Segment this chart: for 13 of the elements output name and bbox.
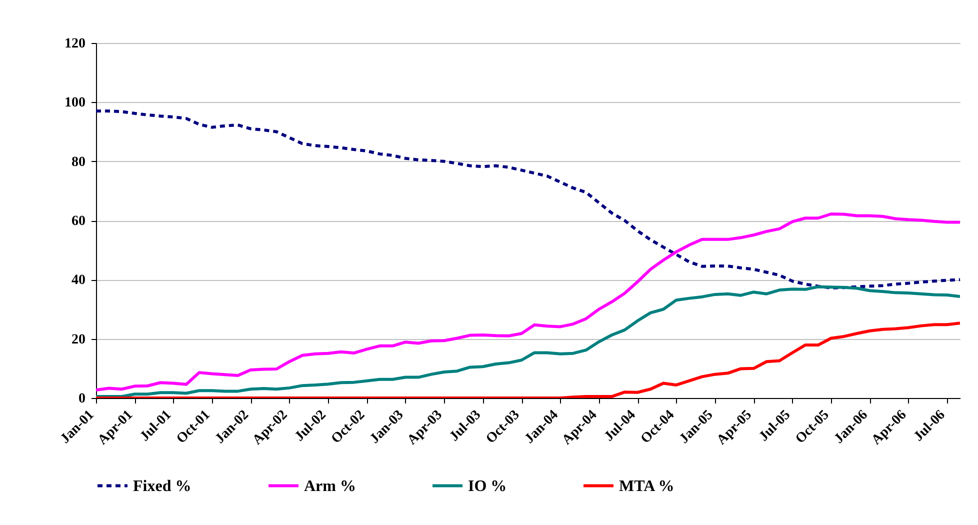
y-tick-label: 20 — [72, 332, 86, 348]
y-tick-label: 100 — [64, 96, 86, 111]
y-tick-label: 60 — [72, 214, 86, 229]
y-tick-label: 80 — [72, 154, 86, 170]
line-series — [96, 212, 960, 392]
legend-label: Fixed % — [133, 478, 192, 495]
y-tick-label: 40 — [72, 273, 86, 288]
y-tick-label: 0 — [78, 392, 86, 406]
legend-label: Arm % — [304, 478, 356, 495]
legend-label: MTA % — [619, 478, 674, 495]
legend-label: IO % — [468, 478, 507, 495]
y-tick-label: 120 — [64, 36, 86, 52]
line-series — [96, 110, 960, 290]
